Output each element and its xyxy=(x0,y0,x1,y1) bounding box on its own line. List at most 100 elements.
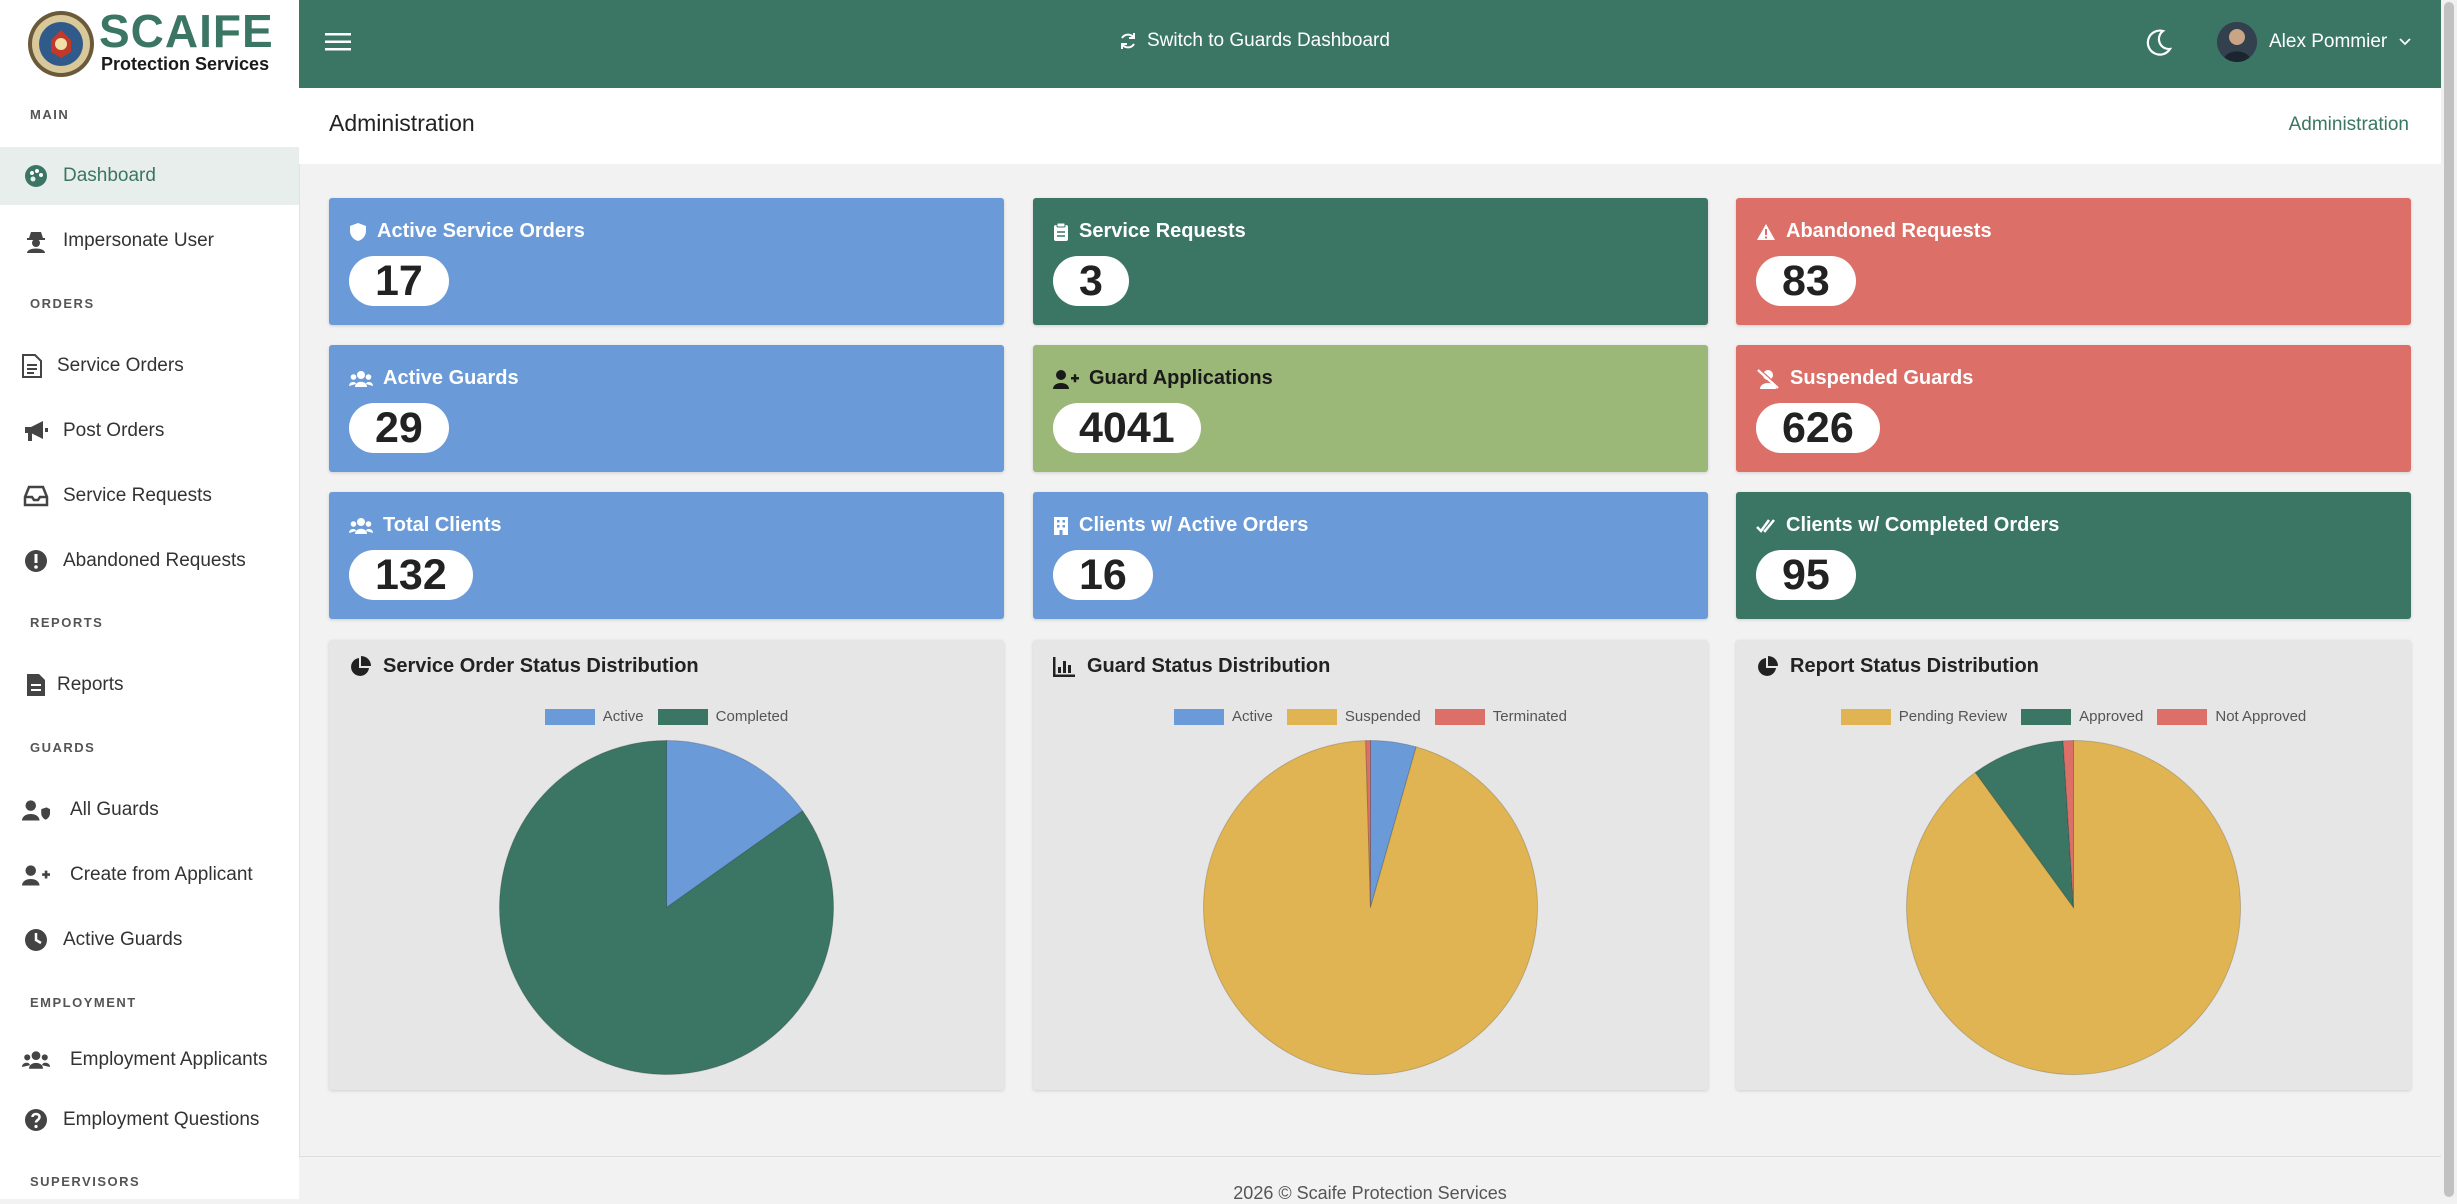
footer-text: 2026 © Scaife Protection Services xyxy=(1233,1183,1507,1203)
sidebar-item-abandoned-requests[interactable]: Abandoned Requests xyxy=(0,532,299,590)
pie-chart[interactable] xyxy=(494,735,839,1080)
legend-item[interactable]: Not Approved xyxy=(2157,708,2306,725)
legend-label: Not Approved xyxy=(2215,708,2307,725)
pie-chart[interactable] xyxy=(1198,735,1543,1080)
inbox-icon xyxy=(22,484,50,508)
file-text-icon xyxy=(18,354,46,378)
sync-icon xyxy=(1121,33,1135,49)
section-guards: GUARDS xyxy=(30,740,96,755)
legend-item[interactable]: Completed xyxy=(657,708,789,725)
section-employment: EMPLOYMENT xyxy=(30,995,137,1010)
chart-legend: Pending Review Approved Not Approved xyxy=(1736,708,2411,725)
card-suspended-guards[interactable]: Suspended Guards 626 xyxy=(1736,345,2411,472)
check-double-icon xyxy=(1756,518,1775,533)
sidebar-item-label: Post Orders xyxy=(63,420,165,441)
user-menu[interactable]: Alex Pommier xyxy=(2217,22,2411,62)
pie-slice-terminated[interactable] xyxy=(1365,739,1371,908)
legend-label: Completed xyxy=(715,708,789,725)
card-clients-active-orders[interactable]: Clients w/ Active Orders 16 xyxy=(1033,492,1708,619)
sidebar-item-post-orders[interactable]: Post Orders xyxy=(0,402,299,460)
avatar xyxy=(2217,22,2257,62)
legend-swatch xyxy=(2157,708,2208,725)
pie-slice-approved[interactable] xyxy=(1974,740,2075,910)
chart-panel-guards: Guard Status Distribution Active Suspend… xyxy=(1033,640,1708,1090)
sidebar-item-service-requests[interactable]: Service Requests xyxy=(0,467,299,525)
sidebar-item-label: Create from Applicant xyxy=(70,864,253,885)
sidebar-item-create-from-applicant[interactable]: Create from Applicant xyxy=(0,846,299,904)
card-label: Clients w/ Completed Orders xyxy=(1786,514,2060,536)
legend-item[interactable]: Active xyxy=(544,708,644,725)
card-guard-applications[interactable]: Guard Applications 4041 xyxy=(1033,345,1708,472)
pie-chart[interactable] xyxy=(1901,735,2246,1080)
file-icon xyxy=(22,673,50,697)
brand-logo[interactable]: SCAIFE Protection Services xyxy=(27,6,277,82)
brand-name: SCAIFE xyxy=(99,5,274,57)
card-total-clients[interactable]: Total Clients 132 xyxy=(329,492,1004,619)
section-main: MAIN xyxy=(30,107,70,122)
scrollbar-thumb[interactable] xyxy=(2444,2,2454,1197)
legend-swatch xyxy=(544,708,595,725)
legend-item[interactable]: Suspended xyxy=(1286,708,1421,725)
legend-item[interactable]: Active xyxy=(1174,708,1273,725)
card-abandoned-requests[interactable]: Abandoned Requests 83 xyxy=(1736,198,2411,325)
card-value: 16 xyxy=(1053,550,1153,600)
card-service-requests[interactable]: Service Requests 3 xyxy=(1033,198,1708,325)
card-label: Service Requests xyxy=(1079,220,1246,242)
switch-dashboard-button[interactable]: Switch to Guards Dashboard xyxy=(1119,30,1390,52)
sidebar-item-label: Employment Questions xyxy=(63,1109,260,1130)
section-orders: ORDERS xyxy=(30,296,95,311)
user-shield-icon xyxy=(22,798,50,822)
card-value: 17 xyxy=(349,256,449,306)
exclamation-circle-icon xyxy=(22,549,50,573)
sidebar-item-label: Abandoned Requests xyxy=(63,550,246,571)
sidebar-item-dashboard[interactable]: Dashboard xyxy=(0,147,299,205)
sidebar-item-employment-questions[interactable]: Employment Questions xyxy=(0,1091,299,1149)
pie-slice-not-approved[interactable] xyxy=(2062,739,2074,908)
legend-item[interactable]: Approved xyxy=(2021,708,2143,725)
legend-label: Approved xyxy=(2079,708,2144,725)
page-header: Administration Administration xyxy=(299,88,2441,164)
sidebar-item-impersonate-user[interactable]: Impersonate User xyxy=(0,212,299,270)
pie-slice-suspended[interactable] xyxy=(1203,740,1538,1075)
bar-chart-icon xyxy=(1053,656,1075,677)
chart-title: Service Order Status Distribution xyxy=(383,655,699,677)
sidebar-item-label: Active Guards xyxy=(63,929,183,950)
pie-chart-icon xyxy=(351,655,371,676)
sidebar-item-all-guards[interactable]: All Guards xyxy=(0,781,299,839)
palette-icon xyxy=(22,164,50,188)
breadcrumb[interactable]: Administration xyxy=(2288,114,2409,135)
switch-label: Switch to Guards Dashboard xyxy=(1147,30,1390,51)
users-icon xyxy=(349,370,373,387)
card-clients-completed-orders[interactable]: Clients w/ Completed Orders 95 xyxy=(1736,492,2411,619)
moon-icon[interactable] xyxy=(2146,29,2172,57)
sidebar-item-label: All Guards xyxy=(70,799,159,820)
scrollbar[interactable] xyxy=(2441,0,2457,1199)
pie-slice-active[interactable] xyxy=(1370,739,1417,908)
card-label: Total Clients xyxy=(383,514,502,536)
legend-item[interactable]: Pending Review xyxy=(1840,708,2007,725)
card-active-guards[interactable]: Active Guards 29 xyxy=(329,345,1004,472)
hamburger-menu-icon[interactable] xyxy=(325,32,351,52)
sidebar-item-reports[interactable]: Reports xyxy=(0,656,299,714)
shield-icon xyxy=(350,222,366,241)
legend-item[interactable]: Terminated xyxy=(1434,708,1567,725)
card-active-service-orders[interactable]: Active Service Orders 17 xyxy=(329,198,1004,325)
sidebar-item-service-orders[interactable]: Service Orders xyxy=(0,337,299,395)
users-icon xyxy=(22,1048,50,1072)
chart-title: Report Status Distribution xyxy=(1790,655,2039,677)
legend-label: Active xyxy=(602,708,644,725)
pie-slice-pending-review[interactable] xyxy=(1906,739,2241,1075)
pie-slice-active[interactable] xyxy=(666,739,804,909)
card-label: Active Service Orders xyxy=(377,220,585,242)
pie-slice-completed[interactable] xyxy=(499,739,834,1075)
legend-swatch xyxy=(1286,708,1337,725)
sidebar-item-label: Dashboard xyxy=(63,165,156,186)
card-label: Suspended Guards xyxy=(1790,367,1974,389)
sidebar-item-employment-applicants[interactable]: Employment Applicants xyxy=(0,1031,299,1089)
sidebar-item-label: Employment Applicants xyxy=(70,1049,268,1070)
card-label: Active Guards xyxy=(383,367,519,389)
legend-swatch xyxy=(2021,708,2072,725)
sidebar-item-active-guards[interactable]: Active Guards xyxy=(0,911,299,969)
clipboard-icon xyxy=(1054,222,1068,241)
legend-swatch xyxy=(657,708,708,725)
